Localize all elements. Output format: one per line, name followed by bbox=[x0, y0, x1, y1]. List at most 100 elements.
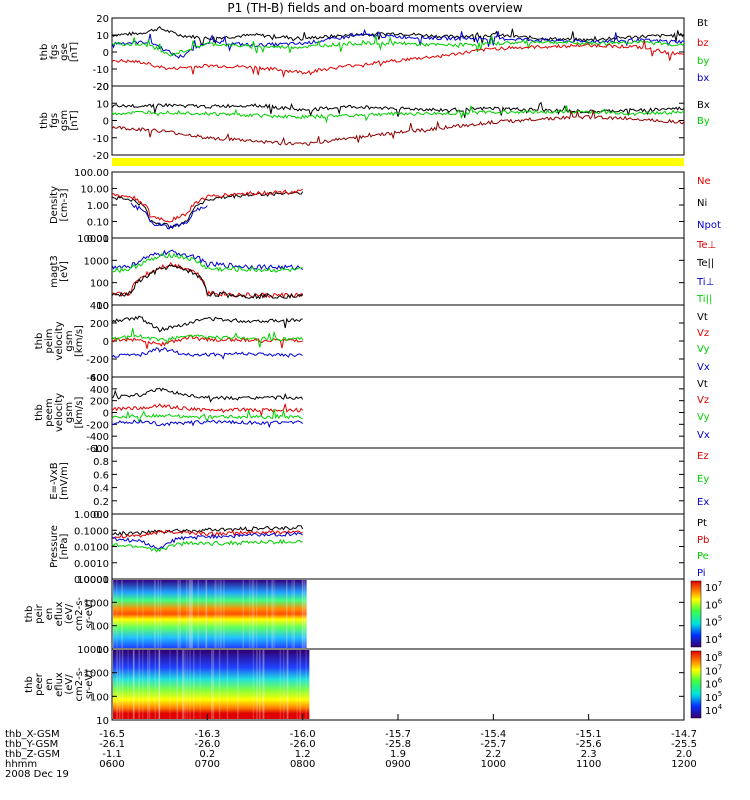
spectrogram-streak bbox=[282, 650, 285, 719]
y-axis-label: eflux bbox=[54, 672, 65, 697]
spectrogram-streak bbox=[176, 650, 179, 719]
legend-label: By bbox=[697, 116, 710, 127]
spectrogram-streak bbox=[154, 650, 157, 719]
y-tick-label: -10 bbox=[93, 134, 109, 145]
y-axis-label: fgs bbox=[49, 44, 60, 59]
spectrogram-streak bbox=[220, 580, 222, 648]
y-tick-label: 100 bbox=[90, 692, 109, 703]
series-fgs-by bbox=[111, 35, 685, 57]
y-tick-label: 400 bbox=[90, 301, 109, 312]
legend-label: Vt bbox=[697, 379, 708, 390]
series-fgs_gsm-bz bbox=[111, 110, 685, 146]
y-tick-label: 10000 bbox=[77, 234, 109, 245]
colorbar-tick-label: 105 bbox=[705, 690, 722, 704]
x-axis-value: -15.1 bbox=[576, 729, 602, 740]
y-tick-label: 100 bbox=[90, 622, 109, 633]
legend-label: Ne bbox=[697, 176, 711, 187]
spectrogram-streak bbox=[255, 580, 258, 648]
spectrogram-streak bbox=[252, 580, 255, 648]
legend-label: Ti⊥ bbox=[696, 277, 714, 288]
spectrogram-streak bbox=[158, 650, 160, 719]
spectrogram-streak bbox=[279, 650, 282, 719]
spectrogram-streak bbox=[177, 580, 179, 648]
spectrogram-streak bbox=[263, 650, 265, 719]
spectrogram-streak bbox=[286, 580, 288, 648]
spectrogram-streak bbox=[189, 580, 192, 648]
x-axis-value: -15.7 bbox=[385, 729, 411, 740]
spectrogram-streak bbox=[186, 650, 189, 719]
legend-label: Vz bbox=[697, 328, 709, 339]
spectrogram-streak bbox=[158, 650, 160, 719]
x-axis-row-label: thb_Y-GSM bbox=[5, 739, 58, 750]
y-tick-label: 0 bbox=[103, 48, 109, 59]
y-tick-label: 1.0 bbox=[93, 444, 109, 455]
y-tick-label: 0.8 bbox=[93, 457, 109, 468]
x-axis-value: -16.0 bbox=[290, 729, 316, 740]
x-axis-value: 2.3 bbox=[581, 749, 597, 760]
x-axis-value: -25.6 bbox=[576, 739, 602, 750]
colorbar-tick-label: 107 bbox=[705, 663, 722, 677]
y-tick-label: -600 bbox=[86, 444, 109, 455]
y-tick-label: 0.0 bbox=[93, 510, 109, 521]
series-density-ni bbox=[111, 191, 304, 229]
legend-label: Vy bbox=[697, 344, 710, 355]
y-tick-label: -20 bbox=[93, 151, 109, 162]
y-axis-label: thb bbox=[34, 333, 45, 350]
x-axis-value: 1.9 bbox=[390, 749, 406, 760]
spectrogram-streak bbox=[118, 650, 121, 719]
x-axis-value: -16.3 bbox=[194, 729, 220, 740]
legend-label: Pi bbox=[697, 568, 706, 579]
colorbar-exponent: 5 bbox=[718, 615, 722, 623]
x-axis-value: -15.4 bbox=[480, 729, 506, 740]
x-axis-value: -14.7 bbox=[671, 729, 697, 740]
y-axis-label: thb bbox=[24, 606, 35, 623]
colorbar-tick-label: 104 bbox=[705, 703, 723, 717]
series-density-ne bbox=[111, 188, 303, 223]
spectrogram-streak bbox=[136, 580, 139, 648]
spectrogram-streak bbox=[127, 650, 129, 719]
legend-label: Bz bbox=[697, 0, 709, 3]
x-axis-value: -25.8 bbox=[385, 739, 411, 750]
spectrogram-streak bbox=[158, 650, 161, 719]
series-pressure-pi bbox=[111, 531, 304, 551]
spectrogram-streak bbox=[214, 580, 216, 648]
y-axis-label: magt3 bbox=[49, 255, 60, 288]
y-tick-label: -400 bbox=[86, 432, 109, 443]
spectrogram-streak bbox=[121, 650, 124, 719]
y-tick-label: 0.01 bbox=[87, 234, 109, 245]
spectrogram-streak bbox=[286, 650, 288, 719]
legend-label: Vx bbox=[697, 430, 710, 441]
x-axis-value: 0900 bbox=[385, 759, 410, 770]
spectrogram-streak bbox=[121, 580, 123, 648]
legend-label: Pb bbox=[697, 535, 709, 546]
colorbar-exponent: 7 bbox=[718, 663, 722, 671]
colorbar-exponent: 5 bbox=[718, 690, 722, 698]
colorbar-tick-label: 104 bbox=[705, 632, 723, 646]
legend-label: Ni bbox=[697, 198, 707, 209]
x-axis-value: 1200 bbox=[671, 759, 696, 770]
spectrogram-streak bbox=[301, 580, 304, 648]
y-axis-label: thb bbox=[24, 676, 35, 693]
spectrogram-streak bbox=[189, 580, 191, 648]
x-axis-value: 0.2 bbox=[199, 749, 215, 760]
legend-label: bx bbox=[697, 73, 709, 84]
y-tick-label: -200 bbox=[86, 355, 109, 366]
spectrogram-streak bbox=[189, 650, 191, 719]
x-axis-row-label: thb_X-GSM bbox=[5, 729, 60, 740]
y-axis-label: [mV/m] bbox=[59, 462, 70, 500]
spectrogram-streak bbox=[273, 580, 276, 648]
spectrogram-streak bbox=[256, 650, 258, 719]
y-axis-label: peem bbox=[44, 398, 55, 426]
y-tick-label: 200 bbox=[90, 397, 109, 408]
legend-label: Pe bbox=[697, 551, 709, 562]
spectrogram-streak bbox=[146, 650, 149, 719]
series-pressure-pe bbox=[111, 538, 303, 553]
colorbar-tick-label: 105 bbox=[705, 615, 722, 629]
spectrogram-streak bbox=[226, 650, 229, 719]
y-axis-label: eflux bbox=[54, 602, 65, 627]
y-axis-label: velocity bbox=[54, 393, 65, 432]
x-axis-value: 0600 bbox=[99, 759, 124, 770]
panel-frame-peim bbox=[111, 304, 685, 378]
y-axis-label: cm2-s- bbox=[74, 667, 85, 701]
